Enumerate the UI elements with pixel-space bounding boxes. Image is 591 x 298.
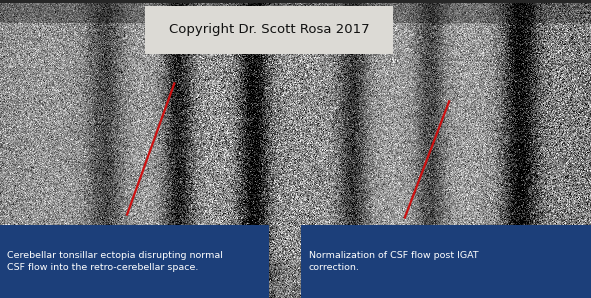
FancyBboxPatch shape xyxy=(145,6,393,54)
Text: Copyright Dr. Scott Rosa 2017: Copyright Dr. Scott Rosa 2017 xyxy=(168,23,369,36)
FancyBboxPatch shape xyxy=(0,225,269,298)
Text: Normalization of CSF flow post IGAT
correction.: Normalization of CSF flow post IGAT corr… xyxy=(309,251,478,272)
FancyBboxPatch shape xyxy=(301,225,591,298)
Text: Cerebellar tonsillar ectopia disrupting normal
CSF flow into the retro-cerebella: Cerebellar tonsillar ectopia disrupting … xyxy=(7,251,223,272)
